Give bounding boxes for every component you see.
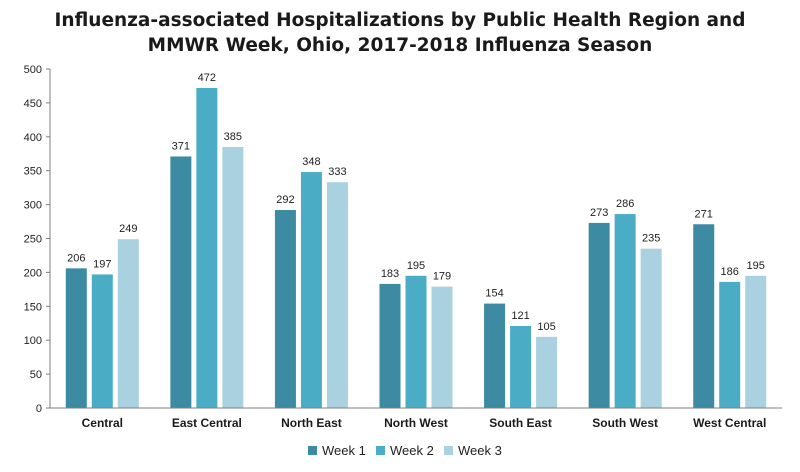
- legend-label: Week 1: [322, 443, 366, 458]
- bar: [405, 275, 427, 408]
- y-tick-label: 250: [24, 234, 42, 246]
- bar: [693, 224, 715, 408]
- data-label: 271: [695, 208, 713, 220]
- data-label: 385: [224, 131, 242, 143]
- y-tick-label: 400: [24, 132, 42, 144]
- legend-label: Week 3: [458, 443, 502, 458]
- data-label: 105: [537, 321, 555, 333]
- data-label: 179: [433, 271, 451, 283]
- bar: [745, 275, 767, 408]
- bar: [117, 239, 139, 408]
- bar: [91, 274, 113, 408]
- x-tick-label: North West: [384, 416, 448, 430]
- legend: Week 1 Week 2 Week 3: [308, 443, 502, 458]
- bar: [719, 281, 741, 408]
- category-labels: Central East Central North East North West S…: [82, 416, 767, 430]
- data-label: 273: [590, 207, 608, 219]
- data-label: 195: [407, 260, 425, 272]
- y-tick-label: 0: [36, 403, 42, 415]
- data-label: 472: [198, 72, 216, 84]
- bar: [65, 268, 87, 408]
- bar: [222, 146, 244, 408]
- data-label: 154: [485, 288, 503, 300]
- chart-title-line-1: Influenza-associated Hospitalizations by…: [54, 10, 746, 31]
- bar: [196, 87, 218, 408]
- bar: [484, 303, 506, 408]
- bar: [170, 156, 192, 408]
- data-label: 206: [67, 252, 85, 264]
- x-tick-label: Central: [82, 416, 123, 430]
- y-tick-label: 200: [24, 267, 42, 279]
- y-tick-label: 350: [24, 166, 42, 178]
- x-tick-label: West Central: [693, 416, 766, 430]
- data-label: 286: [616, 198, 634, 210]
- x-tick-label: North East: [281, 416, 342, 430]
- data-label: 121: [511, 310, 529, 322]
- legend-swatch: [376, 446, 385, 455]
- bar: [536, 336, 558, 408]
- bar-marks: [65, 87, 767, 408]
- axes: [49, 69, 782, 409]
- bar: [640, 248, 662, 408]
- x-tick-label: South East: [489, 416, 552, 430]
- data-label: 197: [93, 258, 111, 270]
- x-tick-label: East Central: [172, 416, 242, 430]
- data-label: 292: [276, 194, 294, 206]
- bar: [431, 286, 453, 408]
- data-labels: 206 197 249 371 472 385 292 348 333 183 195 179 154 1…: [67, 72, 765, 333]
- data-label: 235: [642, 233, 660, 245]
- bar: [614, 214, 636, 408]
- y-tick-label: 50: [30, 369, 42, 381]
- chart-title-line-2: MMWR Week, Ohio, 2017-2018 Influenza Sea…: [147, 35, 653, 56]
- bar: [300, 172, 322, 408]
- y-tick-label: 100: [24, 335, 42, 347]
- y-tick-label: 150: [24, 301, 42, 313]
- bar: [379, 283, 401, 408]
- y-axis-ticks: 0 50 100 150 200 250 300 350 400 450 500: [24, 64, 50, 415]
- data-label: 186: [721, 266, 739, 278]
- bar: [274, 210, 296, 408]
- x-tick-label: South West: [592, 416, 658, 430]
- legend-swatch: [444, 446, 453, 455]
- data-label: 183: [381, 268, 399, 280]
- legend-label: Week 2: [390, 443, 434, 458]
- chart-title: Influenza-associated Hospitalizations by…: [0, 8, 800, 58]
- data-label: 333: [328, 166, 346, 178]
- data-label: 195: [747, 260, 765, 272]
- data-label: 371: [172, 140, 190, 152]
- data-label: 249: [119, 223, 137, 235]
- data-label: 348: [302, 156, 320, 168]
- y-tick-label: 450: [24, 98, 42, 110]
- bar: [326, 182, 348, 408]
- y-tick-label: 500: [24, 64, 42, 76]
- bar: [510, 325, 532, 408]
- y-tick-label: 300: [24, 200, 42, 212]
- bar: [588, 222, 610, 408]
- legend-swatch: [308, 446, 317, 455]
